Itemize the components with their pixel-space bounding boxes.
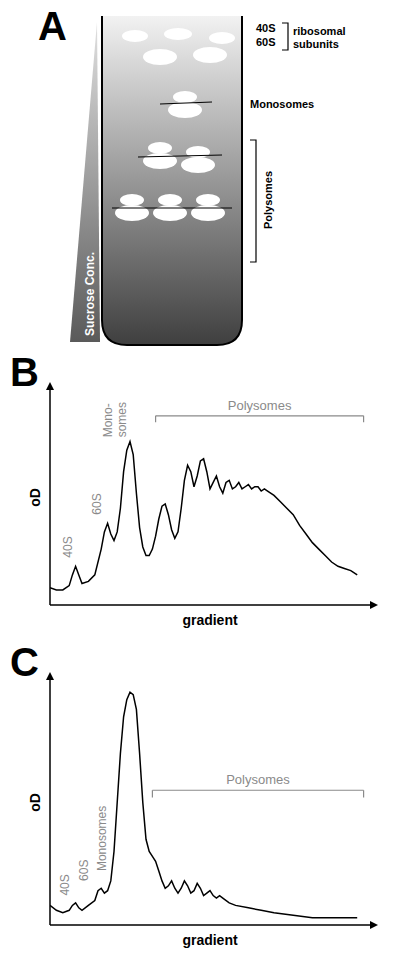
svg-text:oD: oD	[27, 488, 43, 507]
svg-text:ribosomal: ribosomal	[293, 25, 346, 37]
svg-text:40S: 40S	[256, 22, 276, 34]
svg-text:40S: 40S	[61, 536, 75, 557]
svg-text:subunits: subunits	[293, 38, 339, 50]
svg-text:60S: 60S	[77, 860, 91, 881]
html-text:B: B	[10, 350, 39, 394]
svg-text:60S: 60S	[90, 493, 104, 514]
svg-text:40S: 40S	[58, 874, 72, 895]
svg-text:Sucrose Conc.: Sucrose Conc.	[83, 252, 97, 336]
svg-text:Mono-somes: Mono-somes	[101, 402, 128, 437]
svg-text:gradient: gradient	[182, 932, 238, 948]
svg-text:60S: 60S	[256, 36, 276, 48]
svg-text:oD: oD	[27, 793, 43, 812]
svg-text:Polysomes: Polysomes	[228, 398, 292, 413]
html-text:C: C	[10, 640, 39, 684]
svg-text:A: A	[38, 4, 67, 48]
svg-text:gradient: gradient	[182, 612, 238, 628]
svg-text:Monosomes: Monosomes	[95, 806, 109, 871]
svg-text:Monosomes: Monosomes	[250, 98, 314, 110]
svg-text:Polysomes: Polysomes	[226, 772, 290, 787]
svg-text:Polysomes: Polysomes	[262, 171, 274, 229]
